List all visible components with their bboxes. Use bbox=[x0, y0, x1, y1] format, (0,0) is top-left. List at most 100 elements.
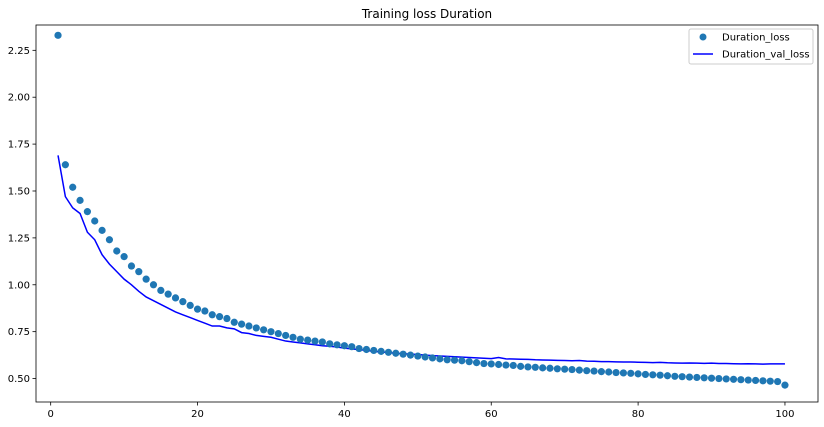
data-point-duration-loss bbox=[237, 320, 246, 328]
data-point-duration-loss bbox=[267, 328, 275, 336]
data-point-duration-loss bbox=[517, 362, 525, 370]
y-tick-label: 1.25 bbox=[8, 233, 30, 244]
data-point-duration-loss bbox=[781, 381, 789, 389]
series-line-duration-val-loss bbox=[57, 155, 785, 365]
data-point-duration-loss bbox=[744, 376, 752, 384]
data-point-duration-loss bbox=[597, 368, 605, 376]
data-point-duration-loss bbox=[531, 363, 539, 371]
data-point-duration-loss bbox=[766, 377, 774, 385]
data-point-duration-loss bbox=[774, 377, 782, 386]
data-point-duration-loss bbox=[619, 369, 628, 377]
data-point-duration-loss bbox=[428, 354, 437, 362]
data-point-duration-loss bbox=[377, 347, 385, 355]
data-point-duration-loss bbox=[54, 31, 62, 39]
data-point-duration-loss bbox=[414, 352, 422, 360]
data-point-duration-loss bbox=[83, 208, 91, 216]
data-point-duration-loss bbox=[392, 349, 400, 357]
data-point-duration-loss bbox=[120, 253, 128, 261]
legend-label-duration-val-loss: Duration_val_loss bbox=[722, 50, 810, 61]
x-tick-label: 40 bbox=[338, 409, 351, 420]
data-point-duration-loss bbox=[450, 356, 459, 364]
data-point-duration-loss bbox=[245, 322, 253, 330]
data-point-duration-loss bbox=[311, 337, 319, 345]
data-point-duration-loss bbox=[399, 350, 407, 358]
x-tick-label: 20 bbox=[191, 409, 204, 420]
y-axis-ticks: 0.50 0.75 1.00 1.25 1.50 1.75 2.00 2.25 bbox=[8, 46, 36, 385]
data-point-duration-loss bbox=[223, 314, 231, 323]
y-tick-label: 0.75 bbox=[8, 327, 30, 338]
data-point-duration-loss bbox=[524, 363, 532, 371]
data-point-duration-loss bbox=[105, 236, 114, 244]
data-point-duration-loss bbox=[127, 262, 136, 270]
data-point-duration-loss bbox=[340, 342, 348, 350]
data-point-duration-loss bbox=[362, 345, 371, 354]
y-tick-label: 0.50 bbox=[8, 374, 30, 385]
data-point-duration-loss bbox=[186, 301, 194, 310]
legend: Duration_loss Duration_val_loss bbox=[688, 28, 814, 65]
data-point-duration-loss bbox=[61, 161, 69, 169]
data-point-duration-loss bbox=[494, 360, 503, 369]
data-point-duration-loss bbox=[208, 311, 216, 319]
data-point-duration-loss bbox=[164, 290, 172, 298]
data-point-duration-loss bbox=[157, 286, 165, 295]
data-point-duration-loss bbox=[458, 357, 466, 365]
y-tick-label: 1.75 bbox=[8, 140, 30, 151]
data-point-duration-loss bbox=[76, 196, 84, 204]
data-point-duration-loss bbox=[179, 298, 187, 306]
data-point-duration-loss bbox=[421, 353, 429, 361]
x-tick-label: 60 bbox=[485, 409, 498, 420]
plot-series bbox=[54, 31, 789, 389]
data-point-duration-loss bbox=[348, 343, 356, 351]
data-point-duration-loss bbox=[553, 365, 561, 373]
data-point-duration-loss bbox=[69, 183, 77, 191]
data-point-duration-loss bbox=[91, 217, 99, 225]
data-point-duration-loss bbox=[135, 268, 143, 276]
data-point-duration-loss bbox=[282, 331, 290, 340]
y-tick-label: 1.00 bbox=[8, 280, 30, 291]
data-point-duration-loss bbox=[296, 335, 304, 343]
x-tick-label: 80 bbox=[632, 409, 645, 420]
y-tick-label: 2.00 bbox=[8, 93, 30, 104]
data-point-duration-loss bbox=[480, 359, 488, 368]
data-point-duration-loss bbox=[693, 373, 701, 382]
data-point-duration-loss bbox=[700, 374, 708, 382]
data-point-duration-loss bbox=[509, 361, 517, 370]
data-point-duration-loss bbox=[443, 356, 451, 364]
data-point-duration-loss bbox=[487, 360, 495, 368]
data-point-duration-loss bbox=[171, 294, 180, 302]
x-tick-label: 100 bbox=[775, 409, 794, 420]
data-point-duration-loss bbox=[546, 364, 554, 372]
data-point-duration-loss bbox=[715, 374, 723, 383]
y-tick-label: 1.50 bbox=[8, 186, 30, 197]
data-point-duration-loss bbox=[406, 351, 415, 359]
legend-box bbox=[688, 28, 814, 65]
data-point-duration-loss bbox=[685, 373, 694, 381]
data-point-duration-loss bbox=[355, 344, 363, 353]
data-point-duration-loss bbox=[605, 368, 613, 376]
y-tick-label: 2.25 bbox=[8, 46, 30, 57]
data-point-duration-loss bbox=[472, 359, 481, 367]
data-point-duration-loss bbox=[627, 369, 635, 377]
data-point-duration-loss bbox=[583, 367, 591, 375]
data-point-duration-loss bbox=[260, 326, 268, 334]
data-point-duration-loss bbox=[215, 313, 224, 321]
legend-label-duration-loss: Duration_loss bbox=[722, 33, 790, 44]
data-point-duration-loss bbox=[575, 366, 583, 374]
data-point-duration-loss bbox=[656, 371, 664, 379]
data-point-duration-loss bbox=[274, 329, 282, 338]
data-point-duration-loss bbox=[751, 376, 760, 385]
data-point-duration-loss bbox=[502, 361, 510, 369]
data-point-duration-loss bbox=[737, 376, 745, 384]
data-point-duration-loss bbox=[707, 374, 716, 382]
data-point-duration-loss bbox=[252, 324, 260, 332]
data-point-duration-loss bbox=[201, 307, 209, 315]
plot-area-frame bbox=[35, 24, 819, 403]
data-point-duration-loss bbox=[722, 375, 730, 383]
data-point-duration-loss bbox=[663, 372, 672, 380]
data-point-duration-loss bbox=[142, 275, 150, 283]
data-point-duration-loss bbox=[304, 336, 312, 344]
data-point-duration-loss bbox=[149, 281, 158, 289]
data-point-duration-loss bbox=[568, 365, 576, 374]
data-point-duration-loss bbox=[333, 341, 341, 349]
